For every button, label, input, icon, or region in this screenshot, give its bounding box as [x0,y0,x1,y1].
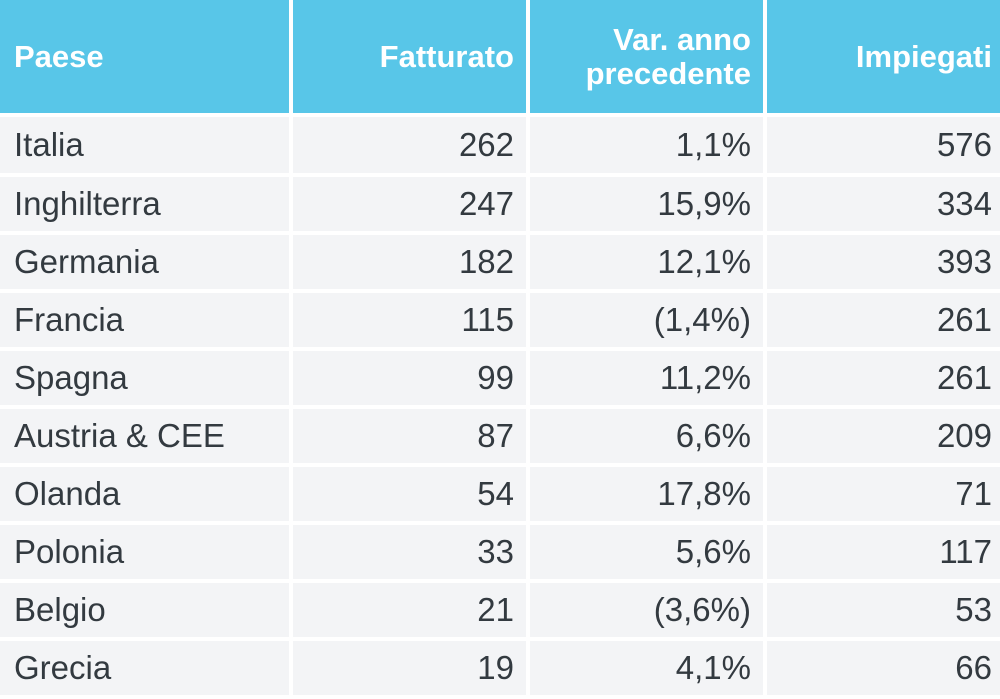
cell-var: 1,1% [530,117,763,173]
cell-paese: Spagna [0,351,289,405]
cell-impiegati: 66 [767,641,1000,695]
cell-var: (1,4%) [530,293,763,347]
cell-paese: Germania [0,235,289,289]
table-row: Germania 182 12,1% 393 [0,235,1000,289]
table-row: Grecia 19 4,1% 66 [0,641,1000,695]
table-row: Austria & CEE 87 6,6% 209 [0,409,1000,463]
cell-impiegati: 117 [767,525,1000,579]
cell-impiegati: 261 [767,293,1000,347]
table-row: Francia 115 (1,4%) 261 [0,293,1000,347]
header-row: Paese Fatturato Var. anno precedente Imp… [0,0,1000,113]
table-row: Inghilterra 247 15,9% 334 [0,177,1000,231]
cell-var: 5,6% [530,525,763,579]
cell-fatturato: 33 [293,525,526,579]
cell-paese: Francia [0,293,289,347]
cell-var: 4,1% [530,641,763,695]
cell-fatturato: 21 [293,583,526,637]
cell-impiegati: 576 [767,117,1000,173]
cell-impiegati: 334 [767,177,1000,231]
table-row: Polonia 33 5,6% 117 [0,525,1000,579]
header-var-anno-precedente: Var. anno precedente [530,0,763,113]
cell-paese: Grecia [0,641,289,695]
header-fatturato: Fatturato [293,0,526,113]
cell-var: 17,8% [530,467,763,521]
header-impiegati: Impiegati [767,0,1000,113]
cell-paese: Belgio [0,583,289,637]
cell-paese: Austria & CEE [0,409,289,463]
cell-impiegati: 209 [767,409,1000,463]
cell-paese: Olanda [0,467,289,521]
cell-var: 6,6% [530,409,763,463]
cell-impiegati: 71 [767,467,1000,521]
cell-fatturato: 115 [293,293,526,347]
cell-var: 15,9% [530,177,763,231]
cell-var: 12,1% [530,235,763,289]
cell-impiegati: 393 [767,235,1000,289]
header-paese: Paese [0,0,289,113]
cell-fatturato: 54 [293,467,526,521]
cell-fatturato: 87 [293,409,526,463]
cell-fatturato: 19 [293,641,526,695]
cell-impiegati: 261 [767,351,1000,405]
cell-fatturato: 247 [293,177,526,231]
cell-fatturato: 262 [293,117,526,173]
cell-impiegati: 53 [767,583,1000,637]
table-row: Italia 262 1,1% 576 [0,117,1000,173]
cell-paese: Italia [0,117,289,173]
cell-paese: Polonia [0,525,289,579]
cell-fatturato: 182 [293,235,526,289]
cell-paese: Inghilterra [0,177,289,231]
cell-var: 11,2% [530,351,763,405]
cell-fatturato: 99 [293,351,526,405]
table-row: Belgio 21 (3,6%) 53 [0,583,1000,637]
table-row: Olanda 54 17,8% 71 [0,467,1000,521]
cell-var: (3,6%) [530,583,763,637]
table-row: Spagna 99 11,2% 261 [0,351,1000,405]
